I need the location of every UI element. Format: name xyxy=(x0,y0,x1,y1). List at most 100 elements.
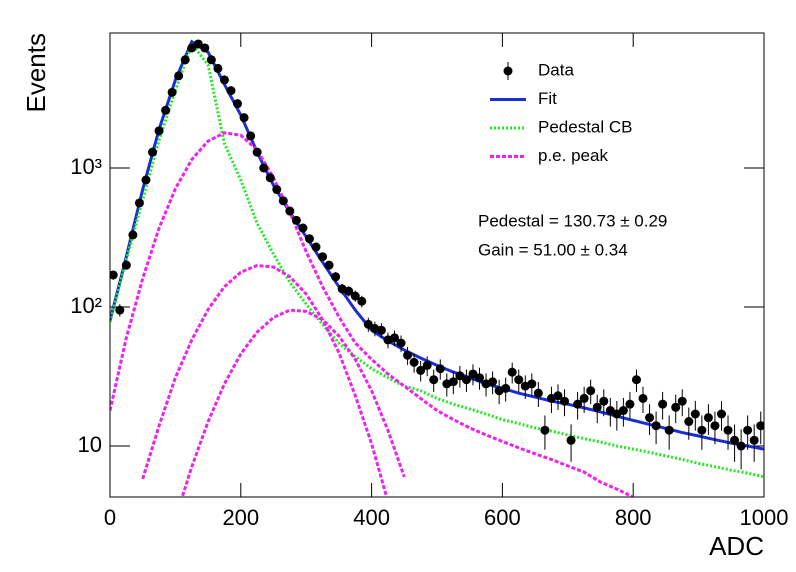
data-point xyxy=(599,396,609,406)
data-point xyxy=(350,291,360,301)
data-point xyxy=(246,131,256,141)
data-point xyxy=(730,435,740,445)
curve xyxy=(180,308,406,497)
data-point xyxy=(396,338,406,348)
x-tick-label: 400 xyxy=(353,505,390,530)
data-point xyxy=(690,409,700,419)
y-tick-label: 10³ xyxy=(70,154,102,179)
data-point xyxy=(141,175,151,185)
data-point xyxy=(154,126,164,136)
data-point xyxy=(703,413,713,423)
data-point xyxy=(416,365,426,375)
data-point xyxy=(475,373,485,383)
data-point xyxy=(566,435,576,445)
data-point xyxy=(586,386,596,396)
data-point xyxy=(631,375,641,385)
data-point xyxy=(455,371,465,381)
data-point xyxy=(304,234,314,244)
data-point xyxy=(684,417,694,427)
legend-label: Data xyxy=(538,60,574,79)
y-tick-label: 10 xyxy=(78,432,102,457)
data-point xyxy=(540,425,550,435)
data-point xyxy=(638,393,648,403)
data-point xyxy=(677,396,687,406)
data-point xyxy=(723,425,733,435)
data-point xyxy=(553,391,563,401)
data-point xyxy=(291,215,301,225)
data-point xyxy=(756,421,764,431)
x-tick-label: 200 xyxy=(222,505,259,530)
data-point xyxy=(121,260,131,270)
data-point xyxy=(645,413,655,423)
x-tick-label: 800 xyxy=(615,505,652,530)
annotation: Pedestal = 130.73 ± 0.29 xyxy=(478,211,667,230)
data-point xyxy=(618,406,628,416)
x-tick-label: 0 xyxy=(104,505,116,530)
data-point xyxy=(461,375,471,385)
data-point xyxy=(488,377,498,387)
data-point xyxy=(213,63,223,73)
data-point xyxy=(239,113,249,123)
data-point xyxy=(448,377,458,387)
data-point xyxy=(658,399,668,409)
data-point xyxy=(357,296,367,306)
data-point xyxy=(625,399,635,409)
data-point xyxy=(272,185,282,195)
data-point xyxy=(148,147,158,157)
legend-label: p.e. peak xyxy=(538,146,608,165)
data-point xyxy=(422,360,432,370)
data-point xyxy=(743,425,753,435)
data-point xyxy=(697,425,707,435)
data-point xyxy=(560,396,570,406)
data-point xyxy=(579,393,589,403)
data-point xyxy=(344,286,354,296)
data-point xyxy=(311,242,321,252)
data-point xyxy=(115,305,125,315)
data-point xyxy=(187,43,197,53)
x-axis-title: ADC xyxy=(709,531,764,561)
y-tick-label: 10² xyxy=(70,293,102,318)
data-point xyxy=(226,86,236,96)
legend-marker xyxy=(503,66,513,76)
data-point xyxy=(749,435,759,445)
data-point xyxy=(573,399,583,409)
data-point xyxy=(174,71,184,81)
data-point xyxy=(318,252,328,262)
data-point xyxy=(651,421,661,431)
data-point xyxy=(265,173,275,183)
data-point xyxy=(664,425,674,435)
curve xyxy=(110,131,634,497)
data-point xyxy=(363,319,373,329)
data-point xyxy=(200,43,210,53)
y-axis-title: Events xyxy=(21,33,51,113)
data-point xyxy=(219,75,229,85)
data-point xyxy=(206,55,216,65)
plot-frame xyxy=(109,32,765,498)
legend-label: Fit xyxy=(538,89,557,108)
x-tick-label: 1000 xyxy=(740,505,789,530)
annotation: Gain = 51.00 ± 0.34 xyxy=(478,240,628,259)
data-point xyxy=(501,383,511,393)
data-point xyxy=(671,402,681,412)
data-point xyxy=(233,99,243,109)
data-point xyxy=(716,409,726,419)
data-point xyxy=(134,198,144,208)
data-point xyxy=(507,367,517,377)
data-point xyxy=(180,55,190,65)
data-point xyxy=(128,230,138,240)
data-point xyxy=(252,147,262,157)
data-point xyxy=(514,375,524,385)
data-point xyxy=(376,325,386,335)
data-point xyxy=(527,379,537,389)
plot-area xyxy=(110,39,764,497)
data-point xyxy=(409,357,419,367)
data-point xyxy=(193,39,203,49)
data-point xyxy=(592,402,602,412)
data-point xyxy=(110,270,118,280)
data-point xyxy=(389,333,399,343)
legend-label: Pedestal CB xyxy=(538,117,633,136)
x-tick-label: 600 xyxy=(484,505,521,530)
data-point xyxy=(259,163,269,173)
data-point xyxy=(533,388,543,398)
